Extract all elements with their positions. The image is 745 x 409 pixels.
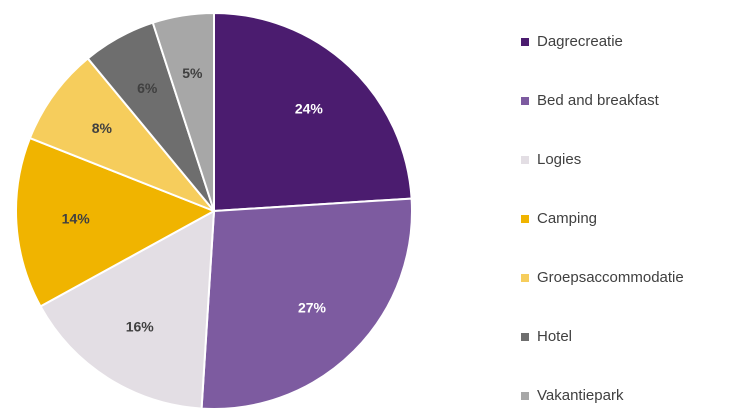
legend-label: Groepsaccommodatie [537,269,684,286]
value-label: 16% [126,319,155,335]
value-label: 14% [62,210,91,226]
legend-swatch [521,156,529,164]
legend-swatch [521,38,529,46]
value-label: 5% [182,65,203,81]
legend-label: Hotel [537,328,572,345]
value-label: 27% [298,300,327,316]
value-label: 6% [137,80,158,96]
legend-swatch [521,215,529,223]
legend-label: Dagrecreatie [537,33,623,50]
pie-slice [15,136,217,308]
legend-label: Vakantiepark [537,387,624,404]
pie-slice [200,197,413,409]
legend-label: Camping [537,210,597,227]
legend-label: Bed and breakfast [537,92,660,109]
pie-slice [213,11,413,213]
legend-label: Logies [537,151,581,168]
legend-swatch [521,333,529,341]
value-label: 8% [92,120,113,136]
pie-slice [151,11,215,212]
legend-swatch [521,392,529,400]
pie-slice [39,209,216,409]
legend-swatch [521,97,529,105]
pie-slice [28,57,215,212]
legend-swatch [521,274,529,282]
value-label: 24% [295,101,324,117]
